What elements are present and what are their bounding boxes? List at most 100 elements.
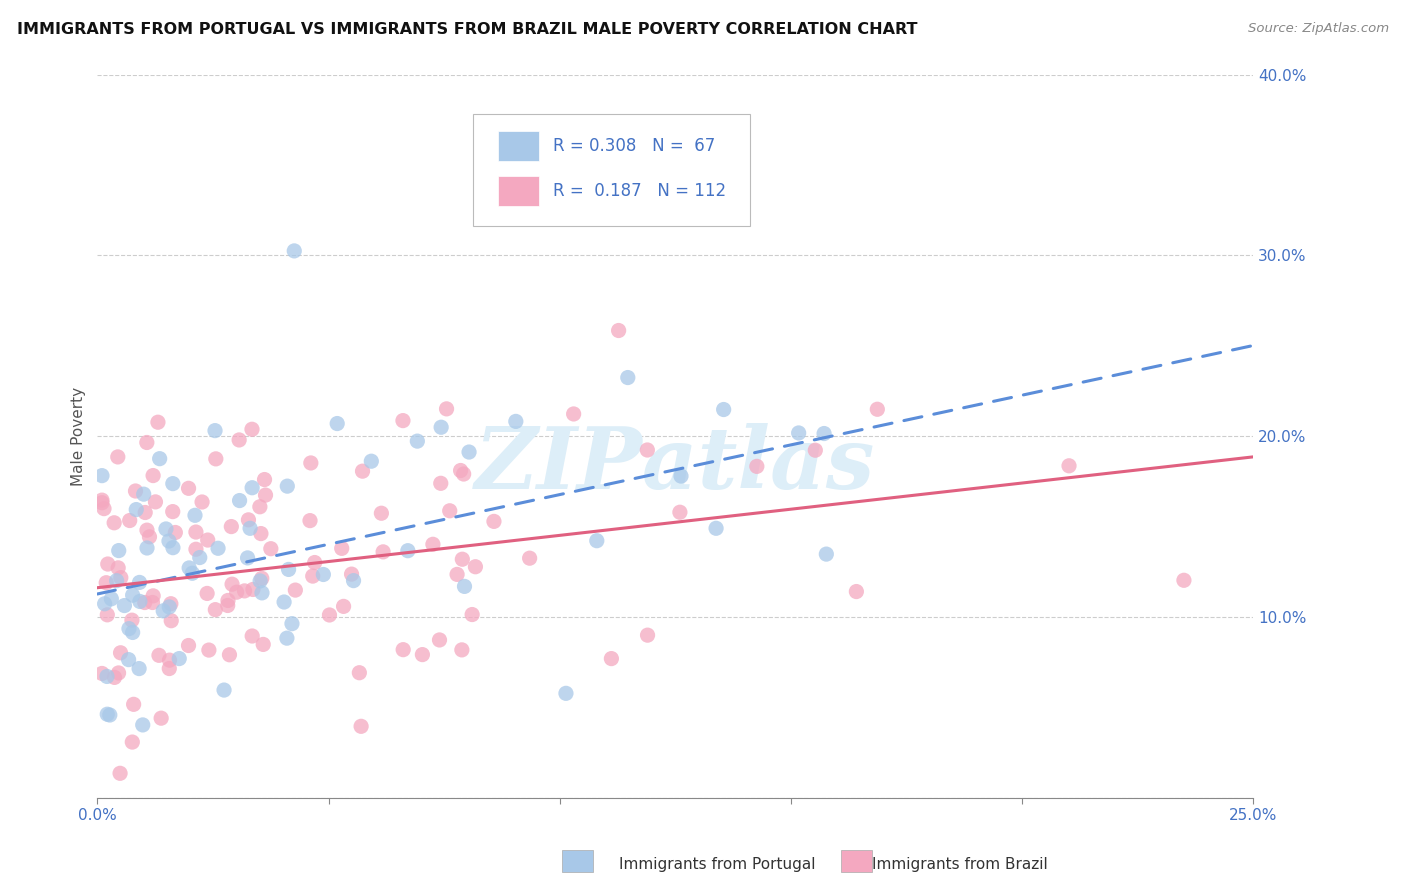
Point	[276, 479, 298, 493]
Point	[128, 575, 150, 590]
Point	[1173, 574, 1195, 588]
Point	[157, 599, 180, 614]
Point	[284, 583, 307, 598]
Point	[453, 579, 475, 593]
Point	[281, 616, 304, 631]
Point	[228, 433, 250, 447]
Point	[91, 493, 114, 508]
Point	[332, 599, 354, 614]
Point	[813, 426, 835, 441]
Point	[162, 541, 184, 555]
Point	[165, 801, 187, 815]
Point	[165, 525, 187, 540]
Point	[96, 707, 118, 722]
Point	[804, 443, 827, 458]
Point	[121, 625, 143, 640]
Point	[122, 698, 145, 712]
Point	[242, 582, 264, 597]
Point	[562, 407, 585, 421]
Point	[446, 567, 468, 582]
Point	[145, 495, 167, 509]
Point	[350, 719, 373, 733]
Point	[184, 542, 207, 557]
Point	[396, 543, 419, 558]
Point	[238, 513, 260, 527]
Point	[114, 599, 136, 613]
Text: R = 0.308   N =  67: R = 0.308 N = 67	[553, 137, 716, 155]
Point	[98, 708, 121, 723]
Point	[110, 571, 132, 585]
Point	[181, 566, 204, 581]
Point	[96, 575, 118, 590]
Point	[352, 464, 374, 478]
Point	[177, 481, 200, 495]
Point	[298, 514, 321, 528]
Point	[138, 530, 160, 544]
Point	[240, 629, 263, 643]
Point	[121, 735, 143, 749]
Point	[392, 414, 415, 428]
Point	[250, 586, 273, 600]
Point	[96, 669, 118, 683]
Point	[436, 401, 458, 416]
Point	[212, 683, 235, 698]
Y-axis label: Male Poverty: Male Poverty	[72, 387, 86, 486]
Point	[91, 468, 114, 483]
Point	[221, 519, 243, 533]
Point	[254, 488, 277, 502]
Point	[110, 646, 132, 660]
Point	[240, 422, 263, 436]
Point	[136, 541, 159, 555]
Point	[107, 665, 129, 680]
Point	[117, 652, 139, 666]
Point	[93, 501, 115, 516]
Point	[162, 505, 184, 519]
Point	[157, 661, 180, 675]
Point	[253, 473, 276, 487]
Point	[124, 838, 146, 853]
Point	[134, 595, 156, 609]
Point	[160, 614, 183, 628]
Point	[188, 550, 211, 565]
Point	[273, 595, 295, 609]
Point	[217, 599, 239, 613]
Text: R =  0.187   N = 112: R = 0.187 N = 112	[553, 182, 725, 200]
Point	[128, 594, 150, 608]
Point	[669, 469, 692, 483]
Point	[349, 665, 371, 680]
Point	[121, 588, 143, 602]
Point	[103, 670, 125, 684]
Point	[249, 500, 271, 514]
Point	[152, 604, 174, 618]
Point	[458, 445, 481, 459]
Point	[96, 607, 118, 622]
Point	[132, 487, 155, 501]
Point	[157, 534, 180, 549]
Point	[93, 597, 115, 611]
Point	[450, 463, 472, 477]
Point	[450, 643, 472, 657]
Point	[107, 543, 129, 558]
Point	[107, 450, 129, 464]
Point	[207, 541, 229, 556]
Point	[406, 434, 429, 449]
Point	[464, 559, 486, 574]
Point	[91, 666, 114, 681]
Point	[125, 502, 148, 516]
FancyBboxPatch shape	[472, 114, 751, 227]
Point	[250, 526, 273, 541]
Point	[555, 686, 578, 700]
Point	[179, 561, 201, 575]
Point	[135, 435, 157, 450]
Point	[326, 417, 349, 431]
Text: IMMIGRANTS FROM PORTUGAL VS IMMIGRANTS FROM BRAZIL MALE POVERTY CORRELATION CHAR: IMMIGRANTS FROM PORTUGAL VS IMMIGRANTS F…	[17, 22, 917, 37]
Point	[845, 584, 868, 599]
Point	[150, 711, 173, 725]
Point	[250, 571, 273, 585]
Point	[304, 556, 326, 570]
Point	[439, 504, 461, 518]
Point	[205, 451, 228, 466]
Point	[669, 505, 692, 519]
Point	[461, 607, 484, 622]
Point	[142, 468, 165, 483]
